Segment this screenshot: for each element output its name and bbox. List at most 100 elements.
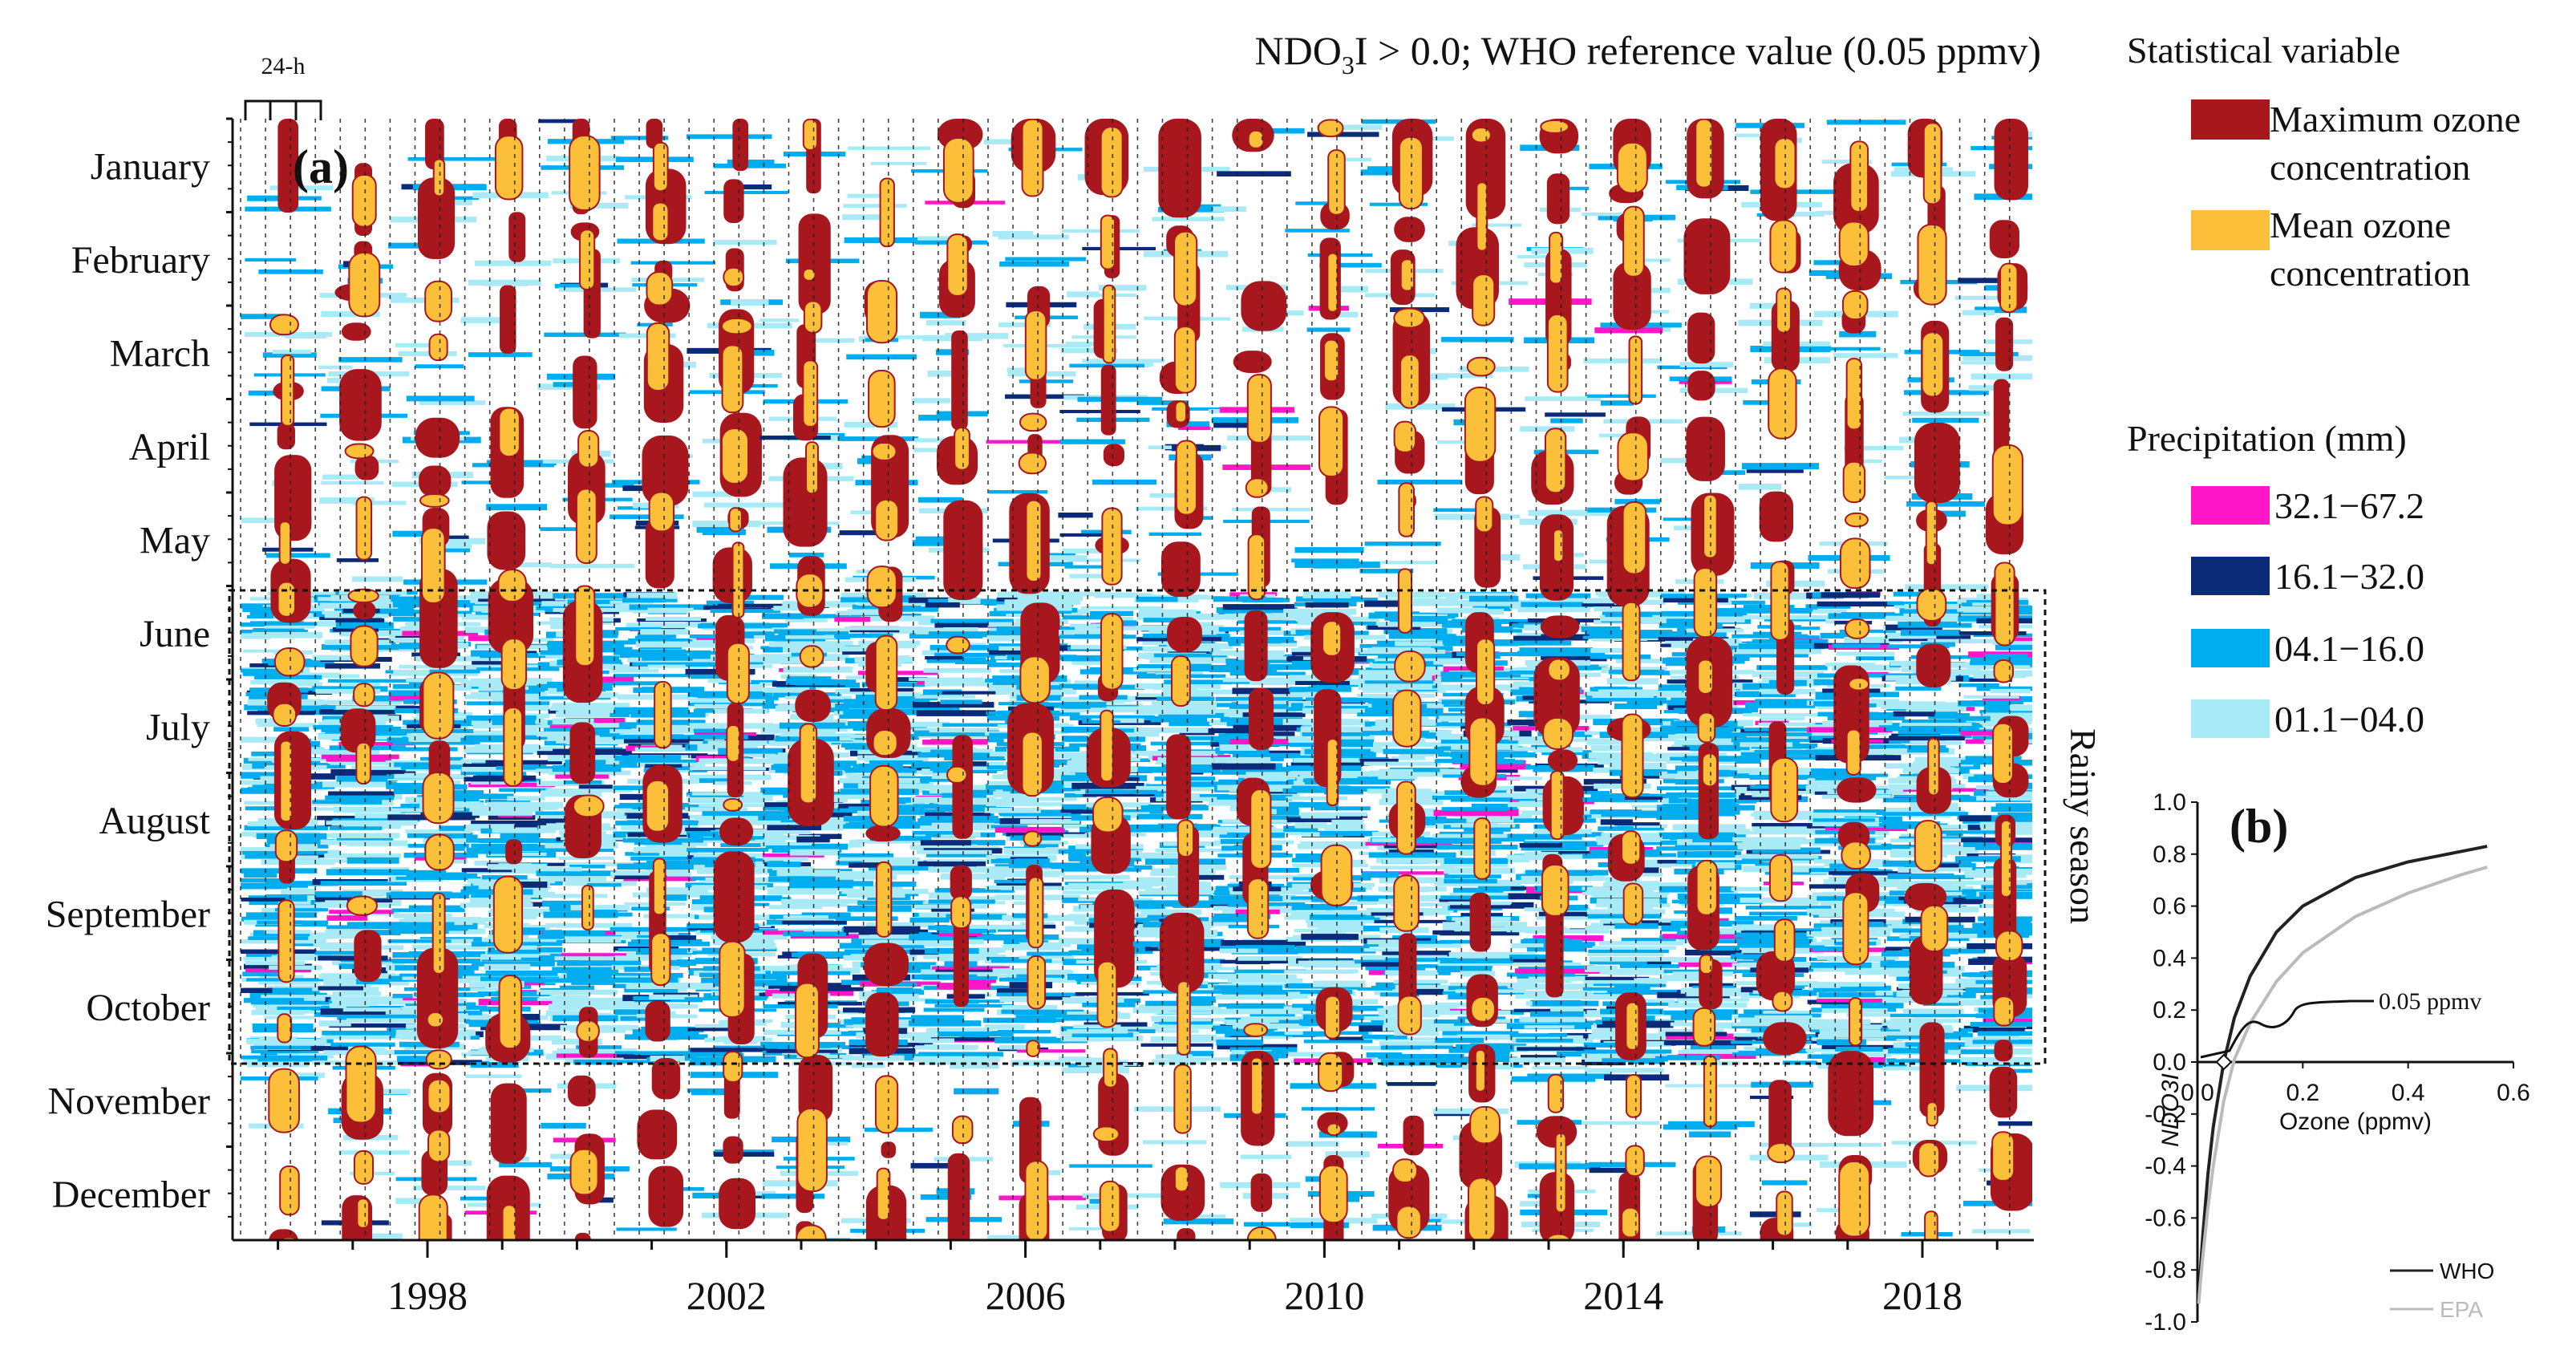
precip-bar bbox=[1068, 950, 1104, 956]
precip-bar bbox=[393, 913, 452, 918]
precip-bar bbox=[1301, 1107, 1375, 1111]
precip-bar bbox=[687, 699, 774, 707]
precip-bar bbox=[251, 1009, 305, 1016]
precip-bar bbox=[245, 854, 282, 859]
mean-ozone-mark bbox=[796, 1107, 828, 1193]
precip-bar bbox=[1291, 558, 1359, 563]
precip-bar bbox=[394, 1050, 439, 1055]
precip-bar bbox=[1703, 732, 1748, 739]
precip-bar bbox=[314, 891, 363, 898]
precip-bar bbox=[432, 544, 472, 549]
precip-bar bbox=[642, 655, 703, 661]
precip-bar bbox=[1663, 517, 1696, 521]
precip-bar bbox=[1295, 201, 1329, 205]
precip-bar bbox=[395, 1198, 440, 1205]
max-ozone-mark bbox=[1756, 951, 1796, 1001]
precip-bar bbox=[930, 645, 1017, 651]
precip-bar bbox=[913, 448, 959, 452]
mean-ozone-mark bbox=[874, 1075, 899, 1134]
precip-bar bbox=[888, 613, 921, 618]
precip-bar bbox=[1741, 752, 1777, 758]
precip-bar bbox=[615, 931, 678, 935]
precip-bar bbox=[1371, 647, 1432, 652]
precip-bar bbox=[630, 261, 716, 265]
precip-bar bbox=[1476, 760, 1522, 765]
precip-bar bbox=[1301, 934, 1359, 940]
precip-bar bbox=[469, 807, 544, 813]
max-ozone-mark bbox=[783, 457, 828, 547]
mean-ozone-mark bbox=[879, 177, 895, 248]
mean-ozone-mark bbox=[1701, 752, 1718, 788]
precip-bar bbox=[1924, 830, 1963, 837]
precip-bar bbox=[1588, 949, 1669, 954]
precip-bar bbox=[1006, 832, 1089, 837]
max-ozone-mark bbox=[1100, 364, 1116, 436]
precip-bar bbox=[925, 853, 993, 857]
precip-bar bbox=[395, 343, 433, 347]
precip-bar bbox=[539, 866, 582, 872]
mean-ozone-mark bbox=[1318, 1164, 1348, 1224]
precip-bar bbox=[1169, 1057, 1230, 1061]
year-column bbox=[610, 119, 719, 1231]
precip-bar bbox=[1255, 487, 1292, 493]
precip-bar bbox=[340, 798, 383, 805]
mean-ozone-mark bbox=[1175, 440, 1197, 516]
mean-ozone-mark bbox=[866, 566, 897, 609]
precip-bar bbox=[923, 667, 991, 673]
mean-ozone-mark bbox=[1250, 1056, 1264, 1116]
precip-bar bbox=[1887, 644, 1950, 649]
precip-bar bbox=[261, 859, 335, 866]
precip-bar bbox=[1776, 869, 1813, 873]
precip-bar bbox=[1144, 316, 1204, 320]
precip-bar bbox=[507, 796, 545, 801]
precip-bar bbox=[720, 947, 777, 951]
precip-bar bbox=[1103, 626, 1147, 630]
precip-bar bbox=[1662, 975, 1703, 982]
precip-bar bbox=[1300, 841, 1385, 846]
precip-bar bbox=[916, 710, 996, 716]
precip-bar bbox=[688, 1052, 744, 1057]
precip-bar bbox=[1244, 1222, 1291, 1226]
mean-ozone-mark bbox=[1173, 1064, 1192, 1134]
mean-ozone-mark bbox=[1173, 326, 1197, 394]
precip-bar bbox=[1071, 660, 1118, 665]
precip-bar bbox=[1439, 898, 1485, 902]
precip-bar bbox=[911, 706, 960, 711]
precip-bar bbox=[351, 765, 404, 769]
precip-bar bbox=[780, 928, 857, 934]
precip-bar bbox=[332, 818, 420, 822]
precip-bar bbox=[1817, 601, 1904, 607]
precip-bar bbox=[1631, 805, 1669, 809]
precip-bar bbox=[334, 769, 416, 776]
mean-ozone-mark bbox=[731, 541, 745, 619]
precip-bar bbox=[1167, 781, 1233, 788]
precip-bar bbox=[734, 350, 775, 356]
precip-bar bbox=[937, 1031, 1014, 1037]
precip-bar bbox=[1436, 635, 1476, 641]
precip-bar bbox=[694, 816, 759, 821]
precip-bar bbox=[321, 480, 384, 485]
precip-bar bbox=[1211, 916, 1258, 922]
precip-bar bbox=[1660, 458, 1710, 464]
precip-bar bbox=[1322, 751, 1376, 757]
precip-bar bbox=[1529, 598, 1595, 604]
precip-bar bbox=[1432, 833, 1510, 838]
precip-bar bbox=[624, 987, 678, 993]
precip-bar bbox=[1808, 884, 1869, 889]
precip-bar bbox=[917, 236, 967, 242]
precip-bar bbox=[432, 535, 469, 539]
mean-ozone-mark bbox=[721, 344, 744, 414]
precip-bar bbox=[1806, 1142, 1882, 1147]
precip-bar bbox=[986, 784, 1024, 790]
precip-bar bbox=[1367, 625, 1421, 630]
precip-bar bbox=[804, 824, 844, 831]
precip-bar bbox=[1361, 871, 1448, 875]
precip-bar bbox=[315, 858, 353, 863]
precip-bar bbox=[342, 889, 403, 896]
max-ozone-mark bbox=[1177, 1228, 1196, 1240]
mean-ozone-mark bbox=[799, 723, 818, 805]
precip-bar bbox=[1137, 664, 1202, 669]
mean-ozone-mark bbox=[1625, 1145, 1645, 1178]
mean-ozone-mark bbox=[1549, 231, 1564, 285]
precip-bar bbox=[1229, 785, 1311, 793]
